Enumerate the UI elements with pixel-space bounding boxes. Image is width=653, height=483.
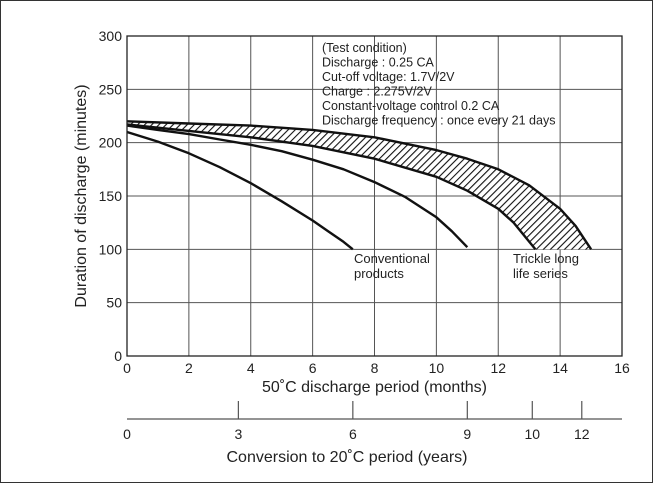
y-tick-label: 200 (99, 135, 123, 151)
x-tick-label: 8 (371, 360, 379, 376)
secondary-axis: 0 3 6 9 10 12 (123, 401, 622, 442)
secondary-axis-tick-label: 10 (524, 426, 540, 442)
y-tick-label: 100 (99, 241, 123, 257)
y-tick-labels: 0 50 100 150 200 250 300 (99, 28, 123, 364)
y-tick-label: 0 (114, 348, 122, 364)
x-tick-label: 10 (429, 360, 445, 376)
test-condition-line: Discharge : 0.25 CA (322, 56, 435, 70)
series-line-conventional-long (126, 124, 469, 249)
x-tick-label: 4 (247, 360, 255, 376)
y-tick-label: 250 (99, 81, 123, 97)
conventional-label-line: Conventional (354, 251, 430, 266)
x-tick-label: 0 (123, 360, 131, 376)
x-tick-label: 6 (309, 360, 317, 376)
series-line-band-lower (126, 123, 537, 251)
secondary-axis-tick-label: 12 (574, 426, 590, 442)
test-condition-note: (Test condition)Discharge : 0.25 CACut-o… (322, 41, 555, 128)
trickle-band-area (127, 121, 592, 250)
series-lines (126, 120, 593, 251)
y-tick-label: 50 (106, 295, 122, 311)
series-line-conventional-short (126, 130, 354, 251)
conventional-label-line: products (354, 266, 404, 281)
y-tick-label: 300 (99, 28, 123, 44)
trickle-label-line: Trickle long (513, 251, 579, 266)
y-tick-label: 150 (99, 188, 123, 204)
secondary-axis-tick-label: 3 (234, 426, 242, 442)
test-condition-line: Charge : 2.275V/2V (322, 85, 432, 99)
test-condition-line: Cut-off voltage: 1.7V/2V (322, 70, 455, 84)
test-condition-line: Constant-voltage control 0.2 CA (322, 99, 500, 113)
x-axis-label: 50˚C discharge period (months) (262, 379, 487, 396)
secondary-axis-tick-label: 9 (463, 426, 471, 442)
trickle-label-line: life series (513, 266, 568, 281)
x-tick-label: 12 (490, 360, 506, 376)
series-line-band-upper (126, 120, 593, 250)
x-tick-label: 14 (552, 360, 568, 376)
test-condition-line: Discharge frequency : once every 21 days (322, 114, 555, 128)
x-tick-label: 2 (185, 360, 193, 376)
test-condition-line: (Test condition) (322, 41, 407, 55)
trickle-band (127, 121, 592, 250)
y-axis-label: Duration of discharge (minutes) (73, 84, 90, 307)
x-tick-labels: 0 2 4 6 8 10 12 14 16 (123, 360, 630, 376)
plot-area-border (126, 35, 623, 357)
x-tick-label: 16 (614, 360, 630, 376)
secondary-axis-tick-label: 0 (123, 426, 131, 442)
secondary-axis-tick-label: 6 (349, 426, 357, 442)
secondary-axis-label: Conversion to 20˚C period (years) (227, 449, 468, 466)
